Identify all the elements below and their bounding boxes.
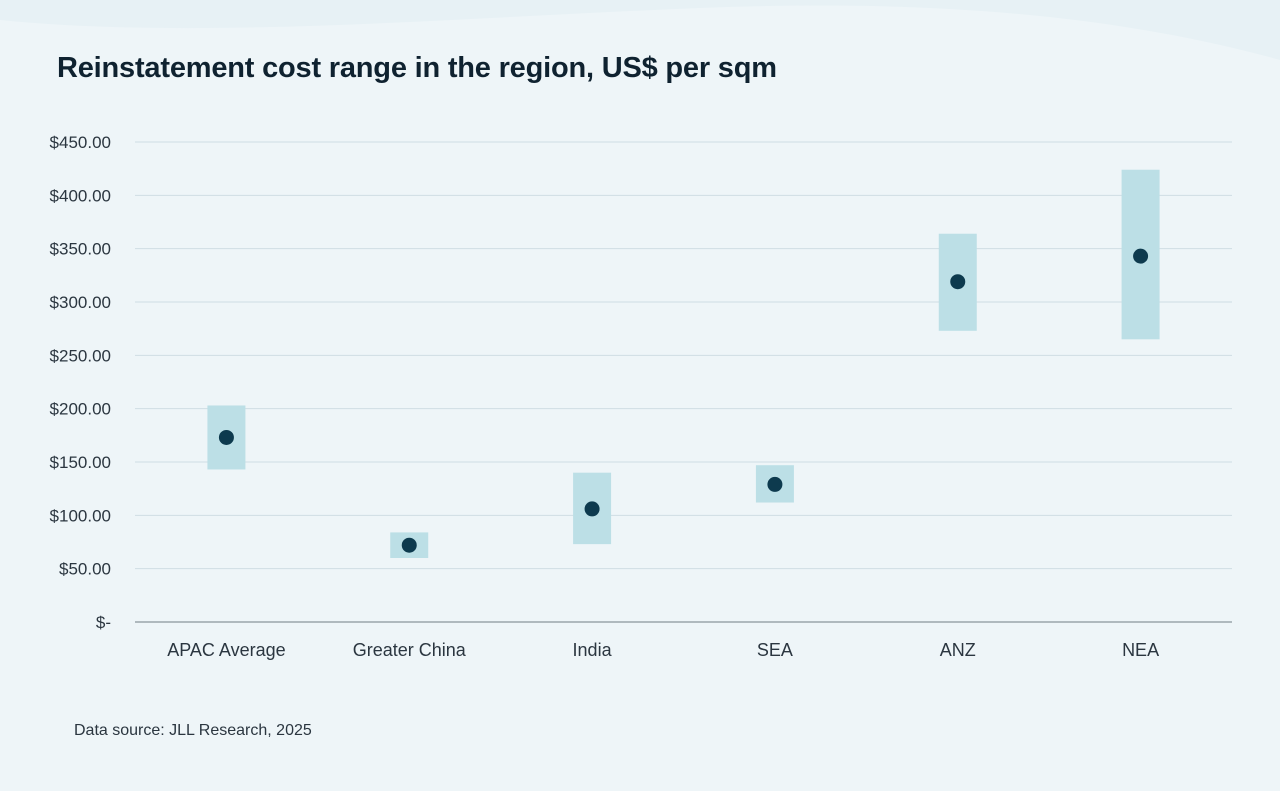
y-tick-label: $50.00	[59, 560, 111, 579]
x-tick-label: India	[573, 640, 613, 660]
y-tick-label: $250.00	[50, 346, 111, 365]
x-tick-label: APAC Average	[167, 640, 285, 660]
data-source-note: Data source: JLL Research, 2025	[74, 722, 312, 739]
average-marker	[584, 501, 600, 517]
y-tick-label: $350.00	[50, 240, 111, 259]
y-tick-label: $150.00	[50, 453, 111, 472]
average-marker	[1133, 248, 1149, 264]
x-tick-label: NEA	[1122, 640, 1159, 660]
average-marker	[950, 274, 966, 290]
y-tick-label: $-	[96, 613, 111, 632]
y-tick-label: $400.00	[50, 186, 111, 205]
y-tick-label: $300.00	[50, 293, 111, 312]
average-marker	[218, 429, 234, 445]
y-tick-label: $450.00	[50, 133, 111, 152]
x-tick-label: SEA	[757, 640, 793, 660]
average-marker	[401, 537, 417, 553]
x-tick-label: ANZ	[940, 640, 976, 660]
y-tick-label: $200.00	[50, 400, 111, 419]
y-tick-label: $100.00	[50, 506, 111, 525]
chart-title: Reinstatement cost range in the region, …	[57, 52, 777, 84]
average-marker	[767, 476, 783, 492]
x-tick-label: Greater China	[353, 640, 467, 660]
